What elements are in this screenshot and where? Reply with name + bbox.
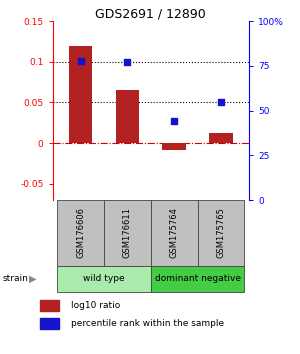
Bar [40, 318, 59, 329]
FancyBboxPatch shape [57, 200, 104, 266]
Title: GDS2691 / 12890: GDS2691 / 12890 [95, 7, 206, 20]
Bar [116, 90, 139, 143]
Text: GSM176611: GSM176611 [123, 207, 132, 258]
FancyBboxPatch shape [104, 200, 151, 266]
FancyBboxPatch shape [197, 200, 244, 266]
FancyBboxPatch shape [151, 266, 244, 292]
Text: ▶: ▶ [28, 274, 36, 284]
Text: percentile rank within the sample: percentile rank within the sample [71, 319, 224, 328]
Text: dominant negative: dominant negative [154, 274, 241, 283]
Bar [40, 300, 59, 311]
Bar [162, 143, 186, 150]
Bar [69, 46, 92, 143]
Text: GSM175765: GSM175765 [216, 207, 225, 258]
FancyBboxPatch shape [57, 266, 151, 292]
Text: strain: strain [3, 274, 29, 283]
Point [218, 99, 223, 104]
Text: GSM176606: GSM176606 [76, 207, 85, 258]
Point [78, 58, 83, 63]
Text: log10 ratio: log10 ratio [71, 301, 120, 310]
Text: wild type: wild type [83, 274, 125, 283]
Bar [209, 133, 232, 143]
Point [125, 59, 130, 65]
FancyBboxPatch shape [151, 200, 197, 266]
Text: GSM175764: GSM175764 [169, 207, 178, 258]
Point [172, 119, 176, 124]
